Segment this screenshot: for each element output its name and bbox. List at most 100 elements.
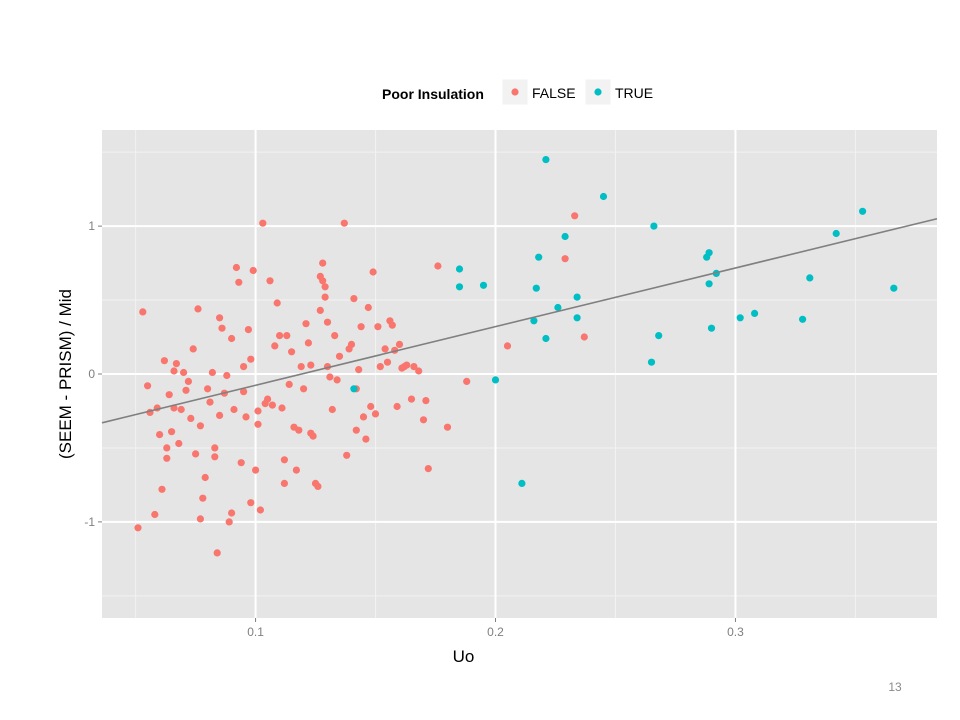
point-false [228,334,236,343]
x-tick-label: 0.3 [727,625,744,639]
legend: Poor Insulation FALSE TRUE [382,78,653,106]
point-false [187,414,195,422]
point-false [362,435,370,443]
point-false [256,506,264,514]
point-false [326,373,334,381]
point-false [278,404,286,412]
point-false [374,323,382,331]
point-false [273,299,281,307]
point-true [542,334,550,343]
point-true [799,315,807,323]
point-false [211,444,219,452]
point-true [707,324,716,332]
point-false [302,320,310,328]
point-false [259,219,267,227]
point-true [736,314,744,322]
point-false [134,524,142,532]
point-false [328,405,336,414]
point-false [249,266,257,275]
point-false [419,416,428,424]
point-true [535,253,543,261]
point-false [204,385,212,393]
legend-label-false: FALSE [532,85,576,101]
point-false [266,277,274,285]
point-false [254,407,262,415]
point-false [307,361,315,369]
point-false [216,411,224,419]
point-false [355,366,363,374]
point-false [381,345,389,353]
point-false [422,397,430,405]
point-false [309,432,317,440]
point-false [194,305,202,313]
point-false [280,456,288,464]
point-false [172,360,180,368]
point-false [280,479,288,487]
point-false [424,465,432,473]
point-false [283,332,291,340]
y-tick-label: 0 [88,367,95,381]
point-true [599,192,608,201]
point-false [235,278,243,286]
point-true [573,293,581,301]
point-false [242,413,250,421]
point-false [297,363,305,371]
point-false [237,459,245,467]
point-false [271,342,279,350]
point-true [705,249,713,257]
point-false [168,428,176,436]
point-true [573,314,581,322]
y-axis-label: (SEEM - PRISM) / Mid [56,289,75,459]
x-axis-ticks: 0.1 0.2 0.3 [247,618,744,639]
point-false [199,494,207,502]
legend-marker-true [594,88,602,96]
point-false [321,283,329,291]
point-true [455,283,464,291]
point-false [316,306,324,314]
point-false [208,368,216,377]
point-true [647,358,656,366]
point-true [542,156,550,164]
point-false [240,388,248,396]
legend-label-true: TRUE [615,85,653,101]
point-false [295,426,303,434]
point-false [254,420,262,428]
point-false [288,348,296,356]
point-true [650,222,658,230]
point-false [184,377,192,385]
y-tick-label: -1 [84,515,95,529]
point-false [388,321,396,329]
legend-marker-false [511,88,519,96]
x-tick-label: 0.1 [247,625,264,639]
point-false [156,431,164,439]
point-false [343,451,351,459]
point-true [751,309,759,317]
point-false [364,303,372,312]
point-false [230,405,238,414]
point-false [580,333,588,341]
point-true [806,274,814,282]
point-false [285,380,293,388]
point-false [395,340,404,348]
y-axis-ticks: -1 0 1 [84,219,102,529]
y-tick-label: 1 [88,219,95,233]
point-false [196,422,204,430]
point-false [371,410,380,418]
point-false [319,259,327,267]
point-true [561,232,569,241]
point-false [170,367,178,375]
point-true [655,332,663,340]
point-false [333,376,341,384]
point-true [705,280,713,288]
point-false [415,367,423,375]
x-axis-label: Uo [453,647,475,666]
point-false [268,401,276,409]
point-false [163,454,171,462]
point-false [165,391,173,399]
point-false [571,212,579,220]
point-false [357,323,365,331]
point-false [410,363,418,371]
point-false [347,340,356,348]
point-false [376,363,384,371]
